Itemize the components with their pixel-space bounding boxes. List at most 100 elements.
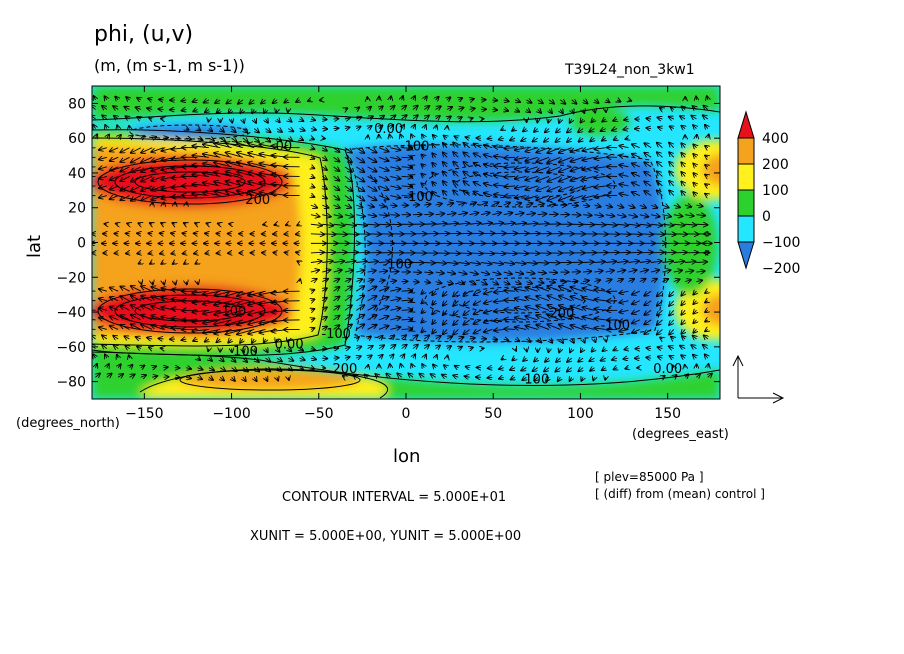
wind-vector (226, 181, 244, 187)
wind-vector (514, 282, 521, 284)
wind-vector (469, 233, 483, 234)
wind-vector (424, 125, 425, 129)
wind-vector (681, 153, 685, 158)
wind-vector (494, 291, 504, 292)
wind-vector (378, 116, 384, 119)
wind-vector (628, 270, 636, 272)
wind-vector (594, 205, 600, 207)
wind-vector (378, 185, 389, 190)
wind-vector (299, 129, 305, 131)
wind-vector (658, 127, 663, 129)
wind-vector (707, 96, 708, 100)
wind-vector (492, 109, 497, 110)
wind-vector (662, 270, 670, 272)
wind-vector (390, 205, 396, 206)
wind-vector (378, 287, 389, 292)
wind-vector (492, 272, 500, 274)
wind-vector (120, 195, 130, 201)
wind-vector (480, 233, 494, 234)
wind-vector (243, 129, 247, 133)
wind-vector (549, 214, 558, 215)
wind-vector (367, 166, 377, 172)
wind-vector (639, 234, 653, 235)
wind-vector (515, 233, 528, 234)
wind-vector (525, 175, 538, 180)
wind-vector (226, 290, 244, 296)
wind-vector (594, 215, 603, 216)
wind-vector (537, 100, 543, 103)
wind-vector (378, 297, 389, 302)
wind-vector (492, 100, 497, 101)
wind-vector (356, 286, 364, 292)
colorbar-segment (737, 137, 755, 165)
wind-vector (492, 202, 498, 205)
wind-vector (480, 213, 490, 215)
wind-vector (288, 138, 292, 141)
wind-vector (379, 106, 383, 109)
wind-vector (413, 96, 415, 100)
wind-vector (595, 176, 606, 177)
wind-vector (453, 300, 459, 306)
wind-vector (164, 367, 168, 368)
wind-vector (616, 205, 623, 207)
wind-vector (581, 119, 584, 123)
wind-vector (619, 184, 629, 186)
wind-vector (356, 205, 362, 207)
wind-vector (356, 215, 365, 217)
wind-vector (503, 282, 510, 285)
wind-vector (605, 279, 612, 281)
wind-vector (705, 301, 708, 303)
wind-vector (657, 171, 663, 177)
wind-vector (693, 154, 696, 157)
wind-vector (436, 116, 440, 119)
wind-vector (226, 100, 232, 104)
x-unit-label: (degrees_east) (632, 427, 729, 442)
wind-vector (192, 100, 198, 102)
wind-vector (525, 287, 538, 292)
wind-vector (390, 215, 399, 216)
wind-vector (474, 172, 482, 176)
wind-vector (662, 279, 668, 282)
wind-vector (501, 129, 504, 130)
wind-vector (548, 100, 554, 104)
wind-vector (161, 262, 163, 263)
wind-vector (92, 115, 96, 119)
wind-vector (510, 138, 516, 140)
wind-vector (110, 288, 119, 292)
wind-vector (424, 262, 435, 263)
wind-vector (141, 282, 142, 284)
wind-vector (595, 157, 606, 158)
wind-vector (333, 234, 347, 235)
wind-vector (92, 167, 96, 168)
wind-vector (195, 262, 197, 263)
wind-vector (514, 100, 520, 102)
contour-label: 0.00 (653, 362, 682, 377)
wind-vector (410, 147, 413, 148)
wind-vector (463, 172, 470, 177)
wind-vector (206, 223, 208, 224)
wind-vector (521, 138, 527, 141)
wind-vector (503, 272, 512, 274)
wind-vector (311, 119, 315, 120)
wind-vector (680, 116, 686, 119)
wind-vector (117, 125, 118, 128)
contour-label: 200 (245, 193, 270, 208)
wind-vector (356, 270, 364, 272)
wind-vector (410, 175, 413, 176)
wind-vector (322, 252, 335, 253)
wind-vector (693, 301, 696, 304)
wind-vector (232, 129, 236, 133)
wind-vector (367, 116, 373, 119)
wind-vector (344, 270, 353, 272)
wind-vector (356, 126, 360, 128)
wind-vector (657, 300, 663, 306)
wind-vector (113, 106, 119, 109)
wind-vector (219, 138, 225, 141)
wind-vector (691, 116, 697, 119)
wind-vector (595, 148, 606, 149)
wind-vector (602, 119, 606, 122)
wind-vector (644, 290, 652, 296)
wind-vector (503, 253, 517, 254)
wind-vector (159, 99, 163, 100)
wind-vector (99, 308, 107, 310)
